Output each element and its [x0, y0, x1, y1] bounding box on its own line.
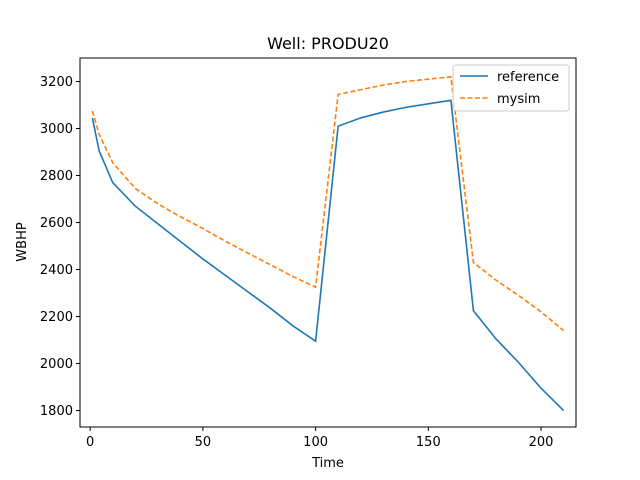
y-tick-label: 2600	[40, 216, 73, 231]
x-axis: 0 50 100 150 200	[86, 427, 553, 450]
legend-label-reference: reference	[497, 70, 559, 85]
y-tick-label: 1800	[40, 404, 73, 419]
plot-series	[91, 75, 565, 412]
x-tick-label: 0	[86, 435, 94, 450]
chart-title: Well: PRODU20	[267, 34, 389, 53]
y-tick-label: 3000	[40, 122, 73, 137]
x-axis-label: Time	[311, 456, 344, 471]
x-tick-label: 200	[529, 435, 554, 450]
y-tick-label: 2000	[40, 357, 73, 372]
y-axis-label: WBHP	[15, 222, 30, 262]
series-line-reference	[91, 99, 565, 412]
y-tick-label: 3200	[40, 75, 73, 90]
series-line-mysim	[91, 75, 565, 332]
x-tick-label: 150	[416, 435, 441, 450]
x-tick-label: 50	[195, 435, 212, 450]
legend-label-mysim: mysim	[497, 92, 540, 107]
legend: reference mysim	[452, 64, 570, 112]
y-tick-label: 2800	[40, 169, 73, 184]
y-tick-label: 2200	[40, 310, 73, 325]
x-tick-label: 100	[303, 435, 328, 450]
y-axis: 1800 2000 2200 2400 2600 2800 3000 3200	[40, 75, 80, 419]
y-tick-label: 2400	[40, 263, 73, 278]
plot-frame	[79, 57, 577, 428]
